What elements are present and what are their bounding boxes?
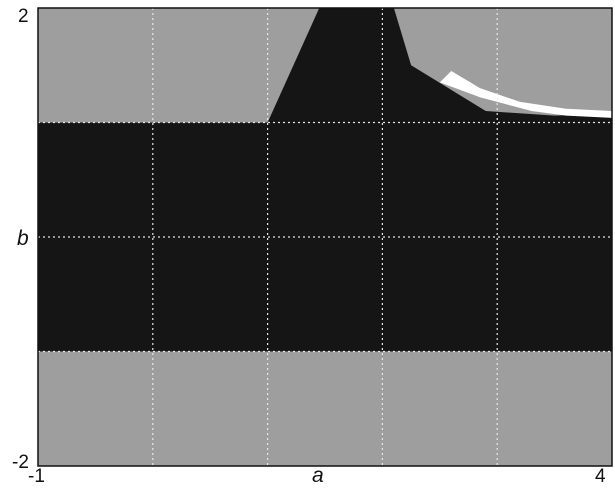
y-tick-label-bottom: -2 bbox=[12, 452, 29, 473]
region-light-gray-bottom bbox=[38, 351, 612, 466]
region-white-speckle-region bbox=[439, 70, 612, 118]
region-black-upper-wedge bbox=[267, 8, 612, 123]
y-tick-label-top: 2 bbox=[18, 6, 29, 27]
x-tick-label-left: -1 bbox=[28, 466, 45, 487]
plot-border bbox=[37, 7, 613, 467]
grid-layer bbox=[38, 8, 612, 466]
x-axis-label: a bbox=[312, 464, 324, 487]
x-tick-label-right: 4 bbox=[595, 466, 606, 487]
y-axis-label: b bbox=[17, 227, 29, 250]
